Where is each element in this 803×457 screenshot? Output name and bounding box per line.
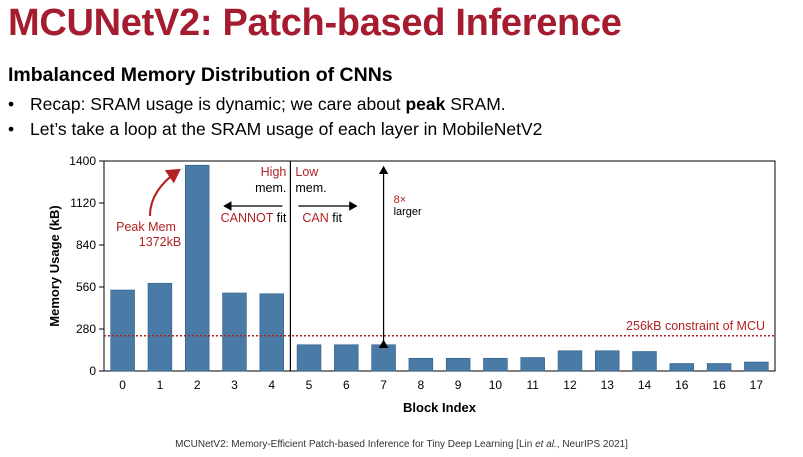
bar	[669, 363, 695, 372]
x-tick-label: 5	[306, 378, 313, 392]
x-tick-label: 13	[601, 378, 615, 392]
bar	[595, 350, 620, 372]
bar	[744, 361, 769, 372]
bar	[632, 351, 657, 372]
can-fit-black: fit	[329, 211, 343, 225]
citation-footer: MCUNetV2: Memory-Efficient Patch-based I…	[0, 439, 803, 450]
peak-mem-label: Peak Mem	[116, 220, 176, 234]
bar	[557, 350, 583, 372]
bar	[445, 357, 471, 372]
x-tick-label: 9	[455, 378, 462, 392]
peak-mem-value: 1372kB	[139, 235, 181, 249]
citation-pre: MCUNetV2: Memory-Efficient Patch-based I…	[175, 439, 536, 450]
bar	[371, 344, 396, 372]
low-mem-label: Low	[295, 165, 319, 179]
bar	[334, 344, 359, 372]
cannot-fit-label: CANNOT fit	[221, 211, 287, 225]
bullet-text-bold: peak	[405, 94, 446, 114]
x-tick-label: 16	[675, 378, 689, 392]
y-tick-label: 560	[76, 280, 96, 294]
bar	[222, 292, 247, 372]
y-tick-label: 0	[89, 364, 96, 378]
bar	[259, 293, 284, 372]
bar	[184, 164, 210, 372]
factor-label-black: larger	[394, 206, 422, 218]
y-tick-label: 1400	[69, 154, 96, 168]
bar	[483, 357, 508, 372]
x-tick-label: 14	[638, 378, 652, 392]
high-mem-label: High	[261, 165, 287, 179]
x-tick-label: 10	[489, 378, 503, 392]
bullet-list: • Recap: SRAM usage is dynamic; we care a…	[8, 92, 542, 142]
bar	[147, 282, 173, 372]
slide-title: MCUNetV2: Patch-based Inference	[8, 2, 622, 44]
y-tick-label: 840	[76, 238, 96, 252]
slide-subtitle: Imbalanced Memory Distribution of CNNs	[8, 64, 393, 86]
y-axis-title: Memory Usage (kB)	[47, 205, 62, 326]
x-tick-label: 0	[119, 378, 126, 392]
cannot-fit-red: CANNOT	[221, 211, 274, 225]
factor-label-red: 8×	[394, 194, 407, 206]
x-tick-label: 11	[526, 378, 539, 392]
x-tick-label: 16	[712, 378, 726, 392]
plot-frame	[103, 160, 776, 372]
cannot-fit-black: fit	[273, 211, 287, 225]
bullet-text-suffix: SRAM.	[445, 94, 506, 114]
citation-post: , NeurIPS 2021]	[556, 439, 628, 450]
y-tick-label: 280	[76, 322, 96, 336]
bullet-item: • Recap: SRAM usage is dynamic; we care a…	[8, 94, 506, 114]
constraint-label: 256kB constraint of MCU	[626, 319, 765, 333]
peak-mem-arrow	[149, 168, 181, 217]
bullet-text: Let’s take a loop at the SRAM usage of e…	[30, 119, 543, 139]
bar	[706, 363, 732, 372]
x-tick-label: 6	[343, 378, 350, 392]
citation-italic: et al.	[535, 439, 557, 450]
x-tick-label: 8	[418, 378, 425, 392]
x-tick-label: 3	[231, 378, 238, 392]
bullet-item: • Let’s take a loop at the SRAM usage of …	[8, 119, 543, 139]
bar	[408, 357, 434, 372]
x-tick-label: 1	[157, 378, 164, 392]
bar	[296, 344, 322, 372]
x-tick-label: 4	[268, 378, 275, 392]
bar	[110, 289, 135, 372]
can-fit-label: CAN fit	[302, 211, 342, 225]
high-mem-label: mem.	[255, 181, 286, 195]
bar	[520, 357, 545, 372]
y-tick-label: 1120	[70, 196, 96, 210]
x-tick-label: 7	[380, 378, 387, 392]
bullet-text-prefix: Recap: SRAM usage is dynamic; we care ab…	[30, 94, 406, 114]
x-axis-title: Block Index	[403, 400, 477, 415]
low-mem-label: mem.	[295, 181, 326, 195]
x-tick-label: 2	[194, 378, 201, 392]
x-tick-label: 17	[750, 378, 764, 392]
can-fit-red: CAN	[302, 211, 328, 225]
x-tick-label: 12	[563, 378, 577, 392]
